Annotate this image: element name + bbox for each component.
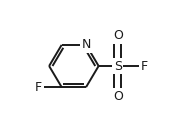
Text: O: O [113,29,123,42]
Text: S: S [114,60,122,72]
Text: F: F [35,81,42,94]
Text: O: O [113,90,123,103]
Text: F: F [141,60,148,72]
Text: N: N [81,38,91,51]
